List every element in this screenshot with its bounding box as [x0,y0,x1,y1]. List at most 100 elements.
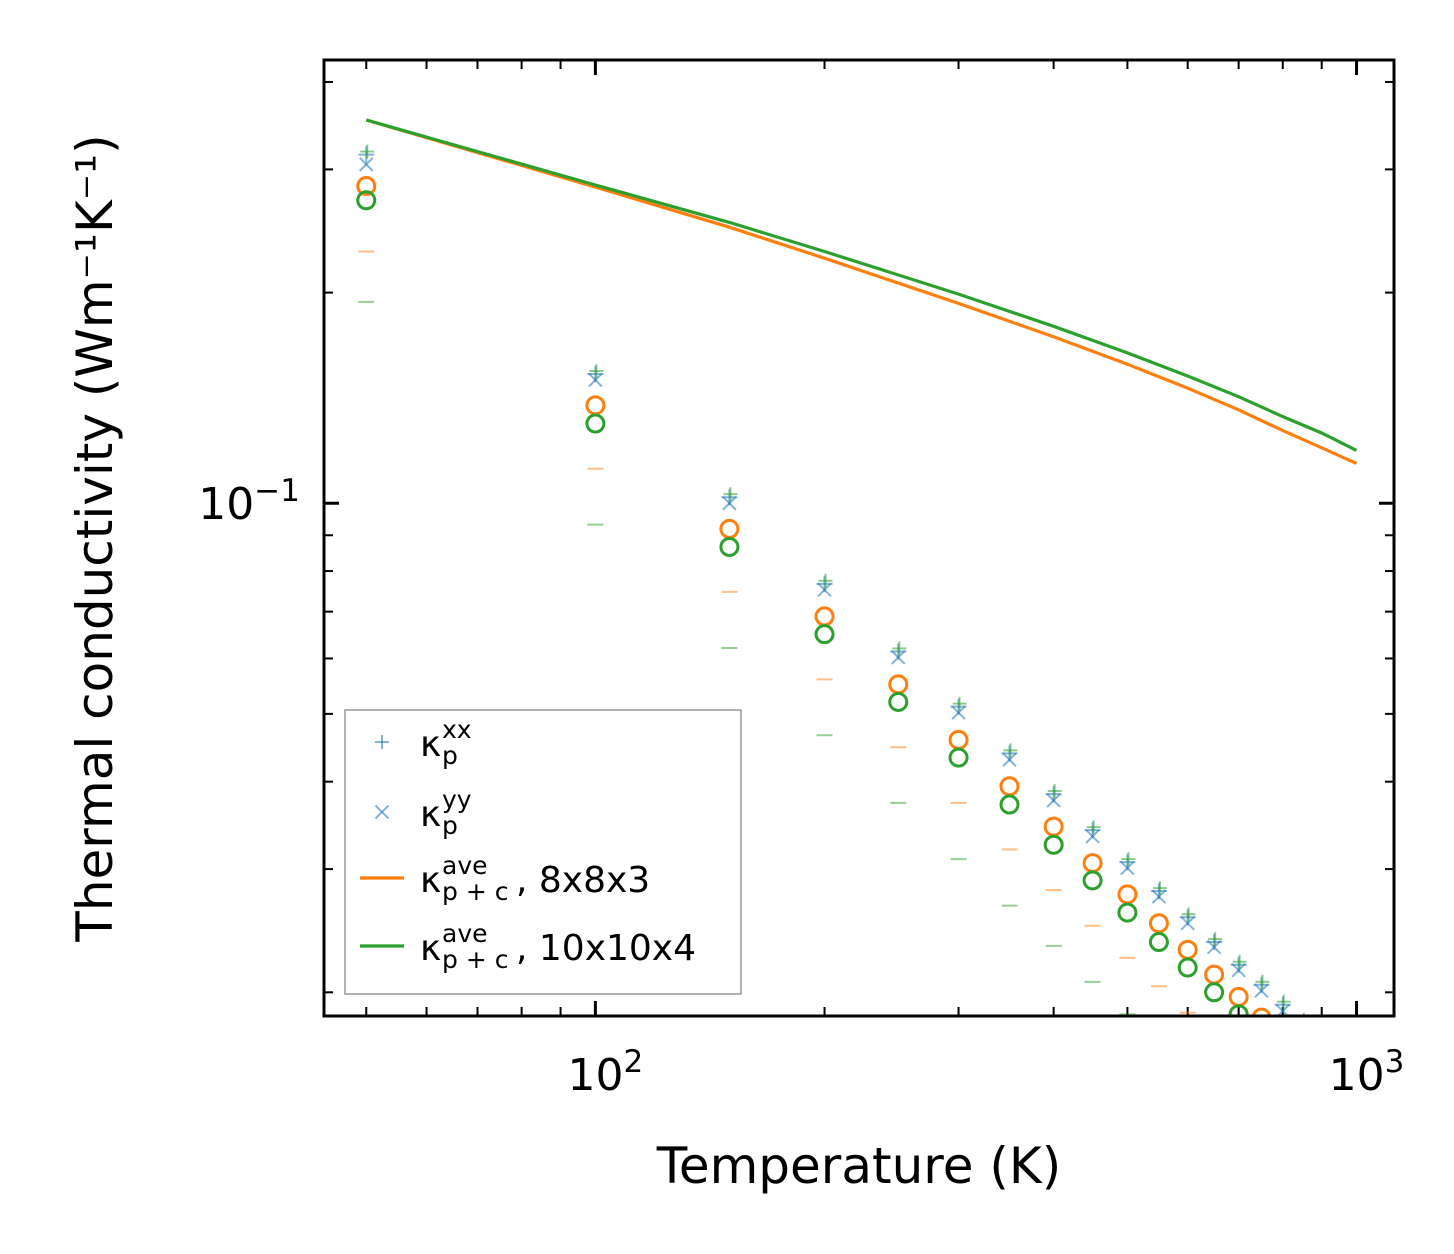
open-circle-point [1228,1004,1249,1016]
x-tick-label: 103 [1329,1044,1405,1101]
kp-yy-point [1231,963,1246,978]
x-diag-2 [1151,889,1167,904]
legend-x-icon [374,804,390,820]
open-circle-point [356,190,377,211]
kp-xx-point [1314,1032,1330,1048]
x-diag-2 [1206,940,1222,955]
open-circle-point [1204,982,1225,1003]
plot-series [356,118,1365,1132]
y-tick-label: 10−1 [198,473,300,530]
legend-label: κave p + c, 10x10x4 [420,919,696,974]
open-circle-point [814,606,835,627]
kp-overlay-point [1003,743,1018,758]
open-circle-point [585,395,606,416]
kp-yy-point [1120,860,1135,876]
kp-overlay-point [1255,974,1270,989]
kp-yy-point [1315,1041,1328,1054]
open-circle-point [1348,1115,1365,1132]
kp-overlay-point [723,487,738,502]
y-axis-title: Thermal conductivity (Wm⁻¹K⁻¹) [66,134,124,942]
open-circle-point [1331,1099,1348,1116]
x-diag-2 [722,496,737,511]
open-circle-point [719,518,740,539]
x-diag-2 [1296,1023,1309,1036]
open-circle-point [356,176,377,197]
open-circle-point [1082,853,1103,874]
kp-overlay-point [1047,784,1062,799]
x-tick-label: 102 [568,1044,644,1101]
kp-yy-point [1254,983,1269,999]
kp-overlay-point [589,363,604,378]
kp-yy-point [588,372,603,388]
legend-plus-icon [375,735,389,749]
plot-frame [322,58,1396,1018]
open-circle-point [719,536,740,557]
open-circle-point [888,674,909,695]
open-circle-point [1082,870,1103,891]
kp-overlay-point [1121,852,1136,867]
x-diag-2 [1231,963,1246,978]
kp-yy-point [1206,940,1222,955]
open-circle-point [1148,932,1169,953]
series-line [365,118,1358,465]
legend: κxx p κyy p κave p + c, 8x8x3 κave p + c, 10x10… [344,709,742,995]
open-circle-point [1274,1030,1291,1047]
kp-overlay-point [1208,931,1223,946]
open-circle-point [814,624,835,645]
kp-yy-point [1151,889,1167,904]
kp-yy-point [891,650,906,665]
kp-overlay-point [818,573,833,588]
kp-overlay-point [892,641,907,656]
open-circle-point [999,794,1020,815]
open-circle-point [1228,986,1249,1007]
kp-overlay-point [1152,881,1167,896]
x-diag-2 [1120,860,1135,876]
open-circle-point [1148,913,1169,934]
kp-overlay-point [952,696,967,711]
x-diag-2 [1046,793,1061,808]
open-circle-point [1313,1084,1330,1101]
open-circle-point [1251,1007,1272,1016]
open-circle-point [585,413,606,434]
x-diag-2 [359,157,374,172]
x-diag-2 [1085,829,1100,844]
open-circle-point [1043,834,1064,855]
kp-yy-point [1180,916,1195,931]
kp-yy-point [1046,793,1061,808]
x-diag-2 [817,582,832,598]
open-circle-point [948,747,969,768]
open-circle-point [948,729,969,750]
x-diag-2 [891,650,906,665]
open-circle-point [1204,964,1225,985]
x-diag-2 [374,804,390,820]
kp-yy-point [817,582,832,598]
legend-frame [344,709,742,995]
open-circle-point [1313,1065,1330,1082]
legend-label: κxx p [420,715,472,770]
x-diag-2 [1002,752,1017,767]
kp-yy-point [722,496,737,511]
kp-yy-point [359,157,374,172]
x-diag-2 [588,372,603,388]
kp-overlay-point [1316,1030,1330,1044]
tick-labels: 102 103 10−1 [198,473,1404,1101]
legend-label: κyy p [420,785,472,840]
x-diag-2 [951,705,966,720]
kp-overlay-point [360,144,375,159]
open-circle-point [1043,816,1064,837]
x-axis-title: Temperature (K) [656,1137,1061,1195]
kp-overlay-point [1181,907,1196,922]
kp-yy-point [1002,752,1017,767]
x-diag-1 [1315,1041,1328,1054]
series-line [365,118,1358,452]
open-circle-point [888,691,909,712]
open-circle-point [1253,1028,1270,1045]
open-circle-point [999,776,1020,797]
x-diag-2 [1254,983,1269,999]
kp-yy-point [1085,829,1100,844]
open-circle-point [1177,957,1198,978]
x-diag-2 [1315,1041,1328,1054]
open-circle-point [1117,902,1138,923]
kp-yy-point [951,705,966,720]
